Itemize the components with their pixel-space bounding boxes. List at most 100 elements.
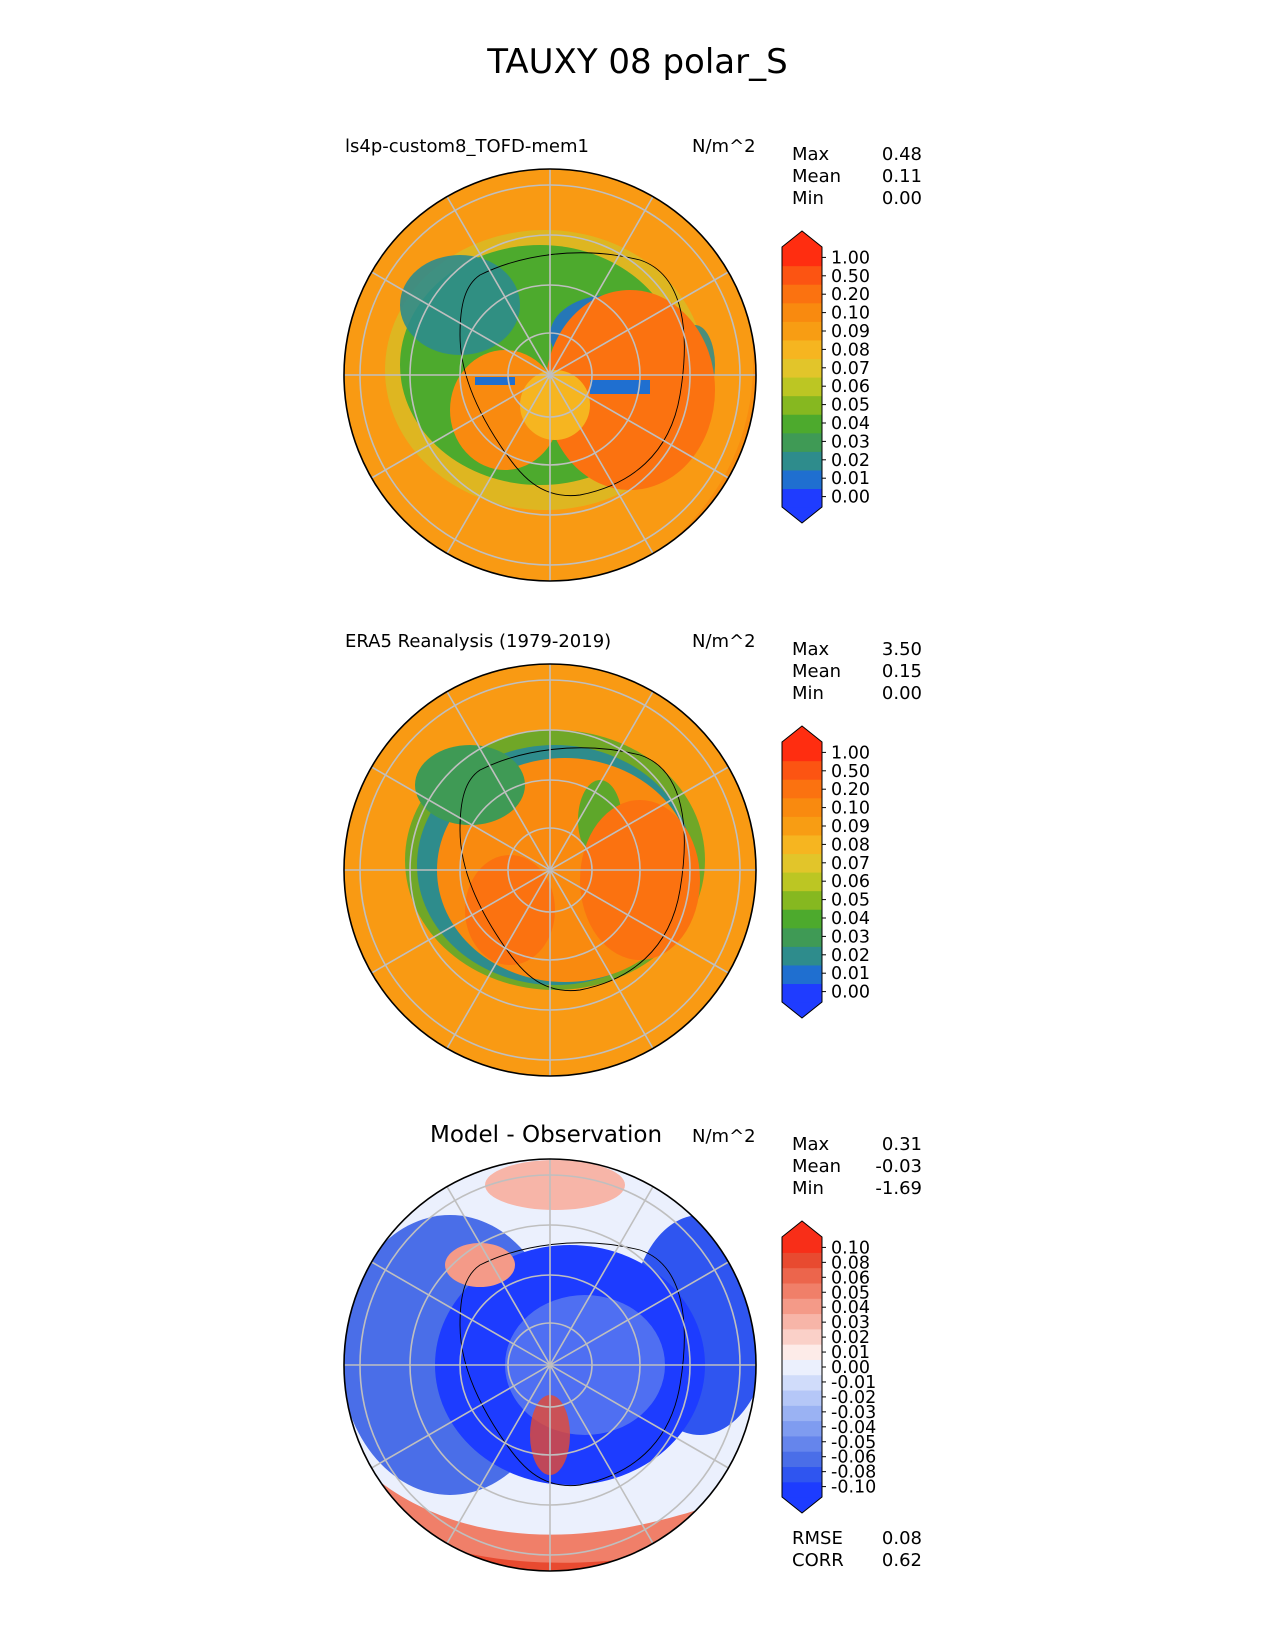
colorbar-segment [782, 816, 822, 836]
stat-name: Mean [792, 1156, 842, 1177]
colorbar-segment [782, 488, 822, 508]
colorbar-segment [782, 432, 822, 452]
colorbar-segment [782, 1420, 822, 1437]
colorbar-segment [782, 1298, 822, 1315]
colorbar-tick-label: 1.00 [831, 248, 870, 268]
field-patch [485, 1160, 625, 1210]
gridlines [344, 169, 756, 581]
stats-box: Max 3.50 Mean 0.15 Min 0.00 [792, 639, 922, 705]
colorbar-segment [782, 946, 822, 966]
colorbar-tick-label: 0.04 [831, 1298, 870, 1318]
stats-box: Max 0.48 Mean 0.11 Min 0.00 [792, 144, 922, 210]
colorbar-segment [782, 1359, 822, 1376]
colorbar-tick-label: 0.05 [831, 891, 870, 911]
metric-corr: CORR 0.62 [792, 1550, 922, 1572]
panel-units: N/m^2 [692, 1126, 756, 1147]
colorbar-tick-label: 0.01 [831, 469, 870, 489]
colorbar-tick-label: 0.08 [831, 1253, 870, 1273]
panel-label: Model - Observation [430, 1122, 663, 1148]
stat-value: 0.11 [881, 166, 922, 187]
colorbar-outline [781, 1220, 823, 1514]
colorbar-outline [781, 230, 823, 524]
stat-name: Min [792, 683, 824, 704]
colorbar-segment [782, 1313, 822, 1330]
colorbar-tick-label: 0.01 [831, 1343, 870, 1363]
colorbar-tick-label: -0.04 [831, 1418, 876, 1438]
colorbar-tick-label: 0.08 [831, 340, 870, 360]
stats-box: Max 0.31 Mean -0.03 Min -1.69 [792, 1134, 922, 1200]
metric-rmse: RMSE 0.08 [792, 1528, 922, 1550]
stat-name: Mean [792, 166, 842, 187]
polar-map-model [343, 168, 757, 582]
colorbar-segment [782, 395, 822, 415]
colorbar-tick-label: -0.02 [831, 1388, 876, 1408]
colorbar-tick-label: 0.06 [831, 872, 870, 892]
colorbar-segment [782, 909, 822, 929]
colorbar-tick-label: 0.50 [831, 267, 870, 287]
colorbar-tick-label: 0.20 [831, 285, 870, 305]
colorbar-segment [782, 890, 822, 910]
stat-value: 0.00 [881, 683, 922, 704]
colorbar-tick-label: 0.08 [831, 835, 870, 855]
colorbar-segment [782, 1282, 822, 1299]
colorbar-tick-label: 0.04 [831, 909, 870, 929]
polar-map-obs [343, 663, 757, 1077]
stat-min: Min -1.69 [792, 1178, 922, 1200]
colorbar-tick-label: 0.01 [831, 964, 870, 984]
stat-name: Max [792, 639, 830, 660]
colorbar-segment [782, 451, 822, 471]
map-frame [343, 1158, 757, 1572]
field-patch [590, 380, 650, 394]
colorbar-tick-label: 0.10 [831, 1238, 870, 1258]
colorbar: 0.100.080.060.050.040.030.020.010.00-0.0… [781, 1220, 876, 1514]
colorbar-tick-label: 0.10 [831, 799, 870, 819]
stat-max: Max 3.50 [792, 639, 922, 661]
field-patch [475, 377, 515, 385]
stat-value: 0.00 [881, 188, 922, 209]
colorbar-tick-label: 0.06 [831, 377, 870, 397]
colorbar-tick-label: 0.00 [831, 983, 870, 1003]
map-frame [343, 663, 757, 1077]
stat-min: Min 0.00 [792, 683, 922, 705]
colorbar-segment [782, 779, 822, 799]
colorbar-segment [782, 1328, 822, 1345]
colorbar-segment [782, 339, 822, 360]
colorbar-segment [782, 760, 822, 780]
colorbar-segment [782, 927, 822, 947]
colorbar-tick-label: 0.20 [831, 780, 870, 800]
metric-value: 0.62 [881, 1550, 922, 1571]
colorbar-segment [782, 872, 822, 892]
map-frame [343, 168, 757, 582]
stat-max: Max 0.31 [792, 1134, 922, 1156]
colorbar-segment [782, 377, 822, 397]
stat-name: Mean [792, 661, 842, 682]
colorbar-extend-max [782, 231, 822, 247]
panel-units: N/m^2 [692, 631, 756, 652]
colorbar-segment [782, 797, 822, 817]
colorbar-tick-label: 0.07 [831, 854, 870, 874]
colorbar-tick-label: 0.50 [831, 762, 870, 782]
colorbar-segment [782, 1466, 822, 1483]
colorbar-segment [782, 1374, 822, 1391]
colorbar-segment [782, 302, 822, 322]
colorbar-tick-label: -0.08 [831, 1463, 876, 1483]
colorbar-tick-label: -0.10 [831, 1478, 876, 1498]
colorbar-segment [782, 247, 822, 267]
colorbar-segment [782, 983, 822, 1003]
colorbar-tick-label: 0.10 [831, 304, 870, 324]
metric-value: 0.08 [881, 1528, 922, 1549]
panel-units: N/m^2 [692, 136, 756, 157]
colorbar-extend-min [782, 507, 822, 523]
colorbar-tick-label: -0.03 [831, 1403, 876, 1423]
colorbar-tick-label: 0.09 [831, 322, 870, 342]
colorbar-segment [782, 1252, 822, 1269]
colorbar-tick-label: 0.00 [831, 1358, 870, 1378]
colorbar-tick-label: 0.00 [831, 488, 870, 508]
colorbar-tick-label: 0.05 [831, 1283, 870, 1303]
colorbar-extend-min [782, 1497, 822, 1513]
colorbar-segment [782, 1237, 822, 1253]
colorbar-segment [782, 1344, 822, 1360]
stat-value: -0.03 [875, 1156, 922, 1177]
colorbar-extend-max [782, 1221, 822, 1237]
colorbar-tick-label: 0.02 [831, 1328, 870, 1348]
